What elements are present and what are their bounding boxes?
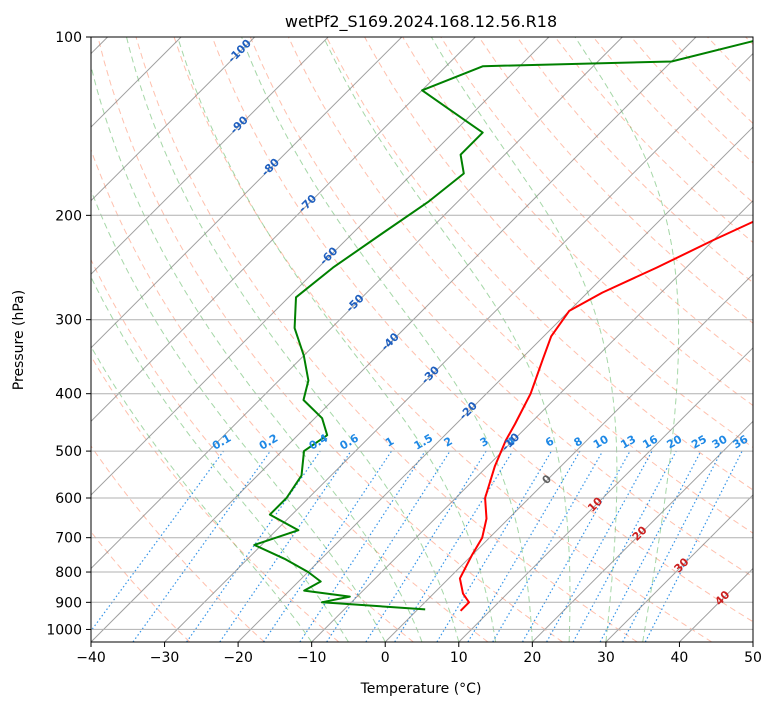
dry-adiabat-line [135, 37, 638, 642]
x-tick-label: −20 [223, 650, 253, 666]
y-tick-label: 1000 [46, 622, 82, 638]
isotherm-line [384, 273, 753, 642]
moist-adiabat-line [430, 37, 618, 642]
dry-adiabat-line [91, 355, 340, 642]
mixing-ratio-line [365, 450, 487, 642]
mixing-ratio-line [467, 450, 581, 642]
mixing-ratio-line [394, 450, 514, 642]
x-axis-title: Temperature (°C) [360, 681, 482, 697]
isotherm-line [91, 37, 476, 423]
dry-adiabat-line [326, 37, 753, 491]
isotherm-line [91, 37, 329, 275]
temperature-profile-line [458, 220, 753, 612]
chart-title: wetPf2_S169.2024.168.12.56.R18 [285, 12, 557, 32]
isotherm-line [605, 494, 753, 642]
dry-adiabat-line [173, 37, 713, 642]
x-tick-label: −30 [150, 650, 180, 666]
x-tick-label: 40 [671, 650, 689, 666]
isotherm-line [531, 420, 753, 642]
x-tick-label: −10 [297, 650, 327, 666]
y-axis: 100 200 300 400 500 600 700 800 900 1000 [46, 30, 91, 638]
isotherm-line [91, 37, 697, 642]
y-tick-label: 700 [55, 531, 82, 547]
dry-adiabat-line [211, 37, 753, 623]
dry-adiabat-line [91, 258, 414, 642]
dry-adiabat-line [287, 37, 753, 534]
x-tick-label: 10 [450, 650, 468, 666]
dry-adiabat-line [249, 37, 753, 578]
y-tick-label: 400 [55, 387, 82, 403]
y-tick-label: 100 [55, 30, 82, 46]
moist-adiabat-line [126, 37, 460, 642]
isotherm-line [91, 37, 550, 496]
y-axis-title: Pressure (hPa) [11, 290, 27, 390]
mixing-ratio-line [572, 450, 677, 642]
x-tick-label: 0 [381, 650, 390, 666]
y-tick-label: 200 [55, 208, 82, 224]
mixing-ratio-line [521, 450, 631, 642]
mixing-ratio-line [219, 450, 352, 642]
x-tick-label: 30 [597, 650, 615, 666]
moist-adiabat-line [241, 37, 533, 642]
mixing-ratio-line [492, 450, 604, 642]
moist-adiabat-line [574, 37, 680, 642]
y-tick-label: 800 [55, 565, 82, 581]
y-tick-label: 900 [55, 595, 82, 611]
plot-frame [90, 36, 754, 643]
mixing-ratio-line [186, 450, 321, 642]
y-tick-label: 500 [55, 444, 82, 460]
x-tick-label: 20 [523, 650, 541, 666]
dry-adiabat-line [91, 445, 265, 642]
y-tick-label: 600 [55, 491, 82, 507]
moist-adiabat-line [91, 275, 349, 642]
moist-adiabat-line [177, 37, 497, 642]
mixing-ratio-line [326, 450, 451, 642]
isotherm-line [311, 199, 753, 642]
moist-adiabat-line [91, 64, 423, 642]
x-tick-label: −40 [76, 650, 106, 666]
dry-adiabat-line [97, 37, 563, 642]
isotherm-line [91, 37, 623, 570]
background-lines [91, 37, 753, 642]
y-tick-label: 300 [55, 313, 82, 329]
x-tick-label: 50 [744, 650, 762, 666]
moist-adiabat-line [91, 188, 386, 642]
profile-series [253, 40, 753, 612]
isotherm-line [91, 37, 256, 202]
mixing-ratio-line [436, 450, 553, 642]
dewpoint-profile-line [253, 40, 753, 611]
x-axis: −40 −30 −20 −10 0 10 20 30 40 50 [76, 642, 762, 666]
isotherm-line [458, 347, 753, 642]
isotherm-line [237, 126, 753, 642]
isotherm-line [91, 37, 403, 349]
